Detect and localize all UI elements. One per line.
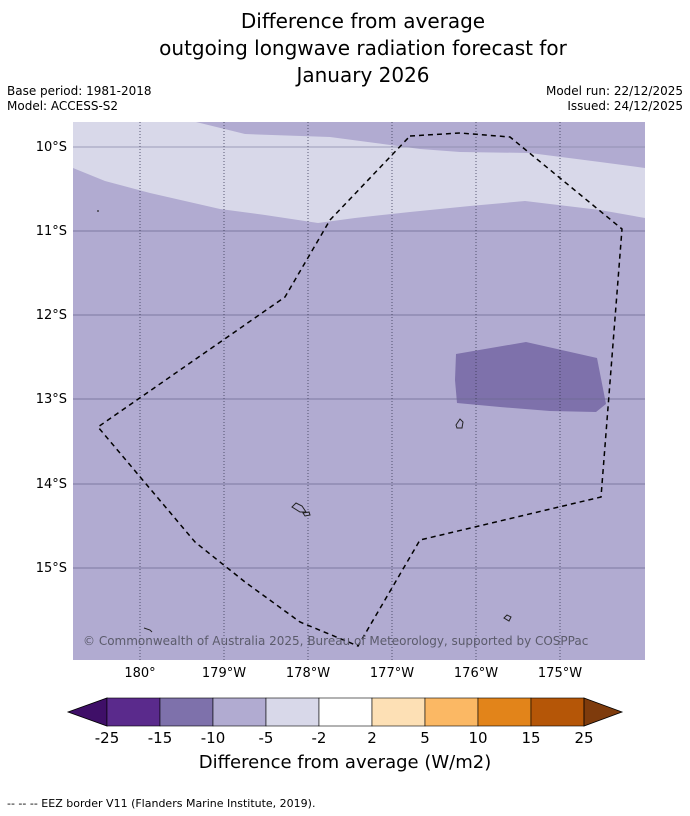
lat-label: 10°S [36, 140, 67, 155]
lat-tick-labels: 10°S 11°S 12°S 13°S 14°S 15°S [36, 140, 67, 576]
lon-label: 180° [124, 666, 155, 681]
colorbar-segment [318, 697, 373, 727]
colorbar-segment [477, 697, 532, 727]
island-outline [302, 511, 311, 517]
meta-left: Base period: 1981-2018 Model: ACCESS-S2 [7, 84, 152, 114]
lon-label: 175°W [538, 666, 582, 681]
lat-label: 13°S [36, 392, 67, 407]
island-dot [97, 210, 99, 212]
colorbar-extend-low [66, 697, 108, 727]
lon-label: 179°W [202, 666, 246, 681]
lat-label: 15°S [36, 561, 67, 576]
colorbar-tick-label: 2 [367, 729, 377, 747]
colorbar-segment [106, 697, 161, 727]
lon-label: 178°W [286, 666, 330, 681]
anomaly-region-minus15-minus10 [455, 342, 606, 412]
colorbar-tick-label: 5 [420, 729, 430, 747]
model-run: Model run: 22/12/2025 [545, 84, 683, 98]
colorbar-title: Difference from average (W/m2) [198, 752, 492, 773]
colorbar-tick-label: 15 [521, 729, 540, 747]
island-outline [143, 627, 153, 633]
copyright-notice: © Commonwealth of Australia 2025, Bureau… [83, 634, 588, 648]
eez-footnote: -- -- -- EEZ border V11 (Flanders Marine… [7, 797, 316, 810]
colorbar-tick-label: -15 [148, 729, 173, 747]
island-outline [455, 418, 464, 429]
colorbar-tick-label: 25 [574, 729, 593, 747]
lat-label: 12°S [36, 308, 67, 323]
graticule [73, 122, 645, 660]
meta-right: Model run: 22/12/2025 Issued: 24/12/2025 [546, 84, 683, 114]
model-name: Model: ACCESS-S2 [7, 99, 119, 113]
colorbar-segment [530, 697, 585, 727]
colorbar-tick-label: -2 [312, 729, 327, 747]
colorbar-segment [212, 697, 267, 727]
colorbar-segment [265, 697, 320, 727]
colorbar-tick-label: -5 [259, 729, 274, 747]
chart-title: Difference from average outgoing longwav… [0, 8, 690, 89]
island-outline [291, 502, 307, 513]
island-outline [503, 614, 512, 622]
colorbar-tick-label: -10 [201, 729, 226, 747]
colorbar-tick-label: 10 [468, 729, 487, 747]
base-period: Base period: 1981-2018 [7, 84, 152, 98]
lon-label: 176°W [454, 666, 498, 681]
title-line-1: Difference from average [240, 9, 486, 33]
lon-label: 177°W [370, 666, 414, 681]
lat-label: 11°S [36, 224, 67, 239]
title-line-3: January 2026 [296, 63, 430, 87]
colorbar-extend-high [583, 697, 624, 727]
colorbar-segment [371, 697, 426, 727]
colorbar-segment [159, 697, 214, 727]
anomaly-field [73, 122, 645, 660]
lon-tick-labels: 180° 179°W 178°W 177°W 176°W 175°W [124, 666, 582, 681]
issued-date: Issued: 24/12/2025 [567, 99, 683, 113]
title-line-2: outgoing longwave radiation forecast for [159, 36, 567, 60]
colorbar: -25 -15 -10 -5 -2 2 5 10 15 25 [66, 697, 624, 747]
colorbar-segment [424, 697, 479, 727]
colorbar-tick-label: -25 [95, 729, 120, 747]
lat-label: 14°S [36, 477, 67, 492]
islands [97, 210, 512, 633]
